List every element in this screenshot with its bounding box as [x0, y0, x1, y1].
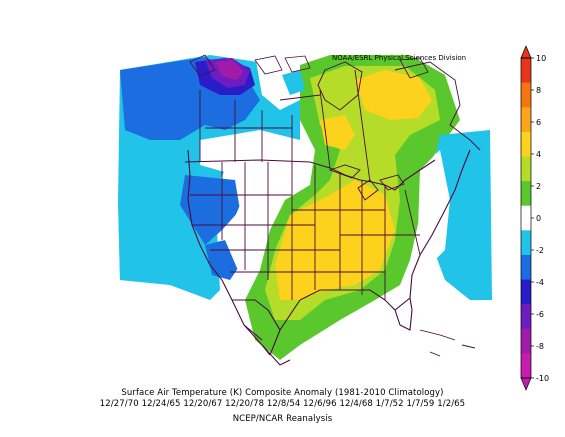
colorbar-tick-label: -2 [536, 246, 544, 255]
us-canada-border [184, 159, 436, 191]
field-pacific-light-blue [118, 200, 210, 285]
anomaly-fields [118, 55, 492, 360]
colorbar-segment [521, 279, 531, 305]
field-arctic-light-blue-patch [282, 70, 305, 95]
colorbar-tick-label: 8 [536, 86, 541, 95]
colorbar-top-arrow [520, 45, 532, 59]
field-arctic-white [255, 55, 300, 110]
arctic-islands [189, 54, 429, 79]
labrador [394, 61, 481, 151]
credit-text: NOAA/ESRL Physical Sciences Division [332, 54, 467, 62]
field-quebec-yellow [355, 70, 432, 120]
colorbar-segment [521, 181, 531, 206]
colorbar-segment [521, 230, 531, 256]
great-lakes [328, 164, 405, 201]
colorbar-tick-label: 4 [536, 150, 541, 159]
colorbar-segment [521, 328, 531, 354]
field-southwest-blue [180, 175, 240, 245]
caption-dates: 12/27/70 12/24/65 12/20/67 12/20/78 12/8… [99, 399, 466, 409]
colorbar-segment [521, 304, 531, 330]
colorbar-segment [521, 205, 531, 231]
colorbar-tick-label: -6 [536, 310, 544, 319]
field-northwest-magenta [215, 60, 244, 80]
colorbar-segment [521, 254, 531, 280]
colorbar-tick-label: 6 [536, 118, 541, 127]
caption-source: NCEP/NCAR Reanalysis [232, 414, 333, 424]
colorbar-tick-label: -10 [536, 374, 549, 383]
caption-title: Surface Air Temperature (K) Composite An… [121, 388, 444, 398]
hudson-bay [317, 61, 363, 111]
field-atlantic-white [418, 150, 450, 265]
colorbar-tick-label: 10 [536, 54, 546, 63]
colorbar-tick-label: 0 [536, 214, 541, 223]
colorbar-segment [521, 156, 531, 182]
province-lines [199, 69, 371, 183]
gulf-coast [269, 149, 471, 356]
caribbean [419, 329, 476, 357]
boundaries [184, 54, 481, 366]
florida [394, 297, 413, 331]
field-lakes-yellow [320, 115, 355, 150]
colorbar-segment [521, 82, 531, 108]
colorbar-segment [521, 107, 531, 133]
field-central-white [200, 130, 320, 275]
colorbar-segment [521, 58, 531, 83]
state-lines [190, 162, 421, 300]
colorbar-tick-label: 2 [536, 182, 541, 191]
colorbar-segment [521, 131, 531, 157]
colorbar-tick-label: -8 [536, 342, 544, 351]
mexico [232, 299, 291, 366]
west-coast [187, 149, 271, 356]
colorbar-segment [521, 353, 531, 379]
colorbar-tick-label: -4 [536, 278, 544, 287]
colorbar: 10 8 6 4 2 0 -2 -4 -6 -8 -10 [520, 45, 549, 391]
